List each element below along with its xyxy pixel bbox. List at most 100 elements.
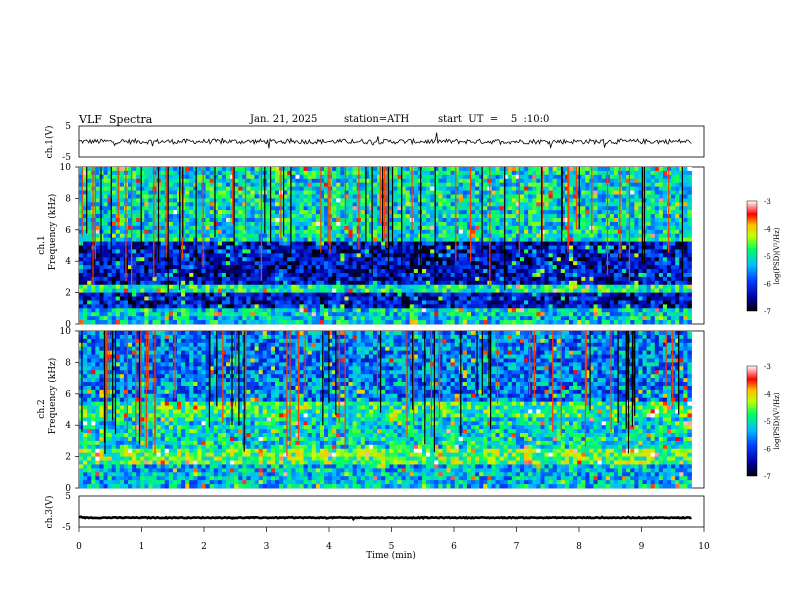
spectrogram-cell: [479, 225, 484, 231]
spectrogram-cell: [397, 225, 402, 231]
spectrogram-cell: [242, 257, 247, 262]
spectrogram-cell: [434, 272, 439, 278]
spectrogram-cell: [683, 178, 688, 184]
spectrogram-cell: [520, 202, 525, 207]
spectrogram-cell: [483, 218, 488, 223]
ch1-ytick-bottom: -5: [62, 153, 71, 163]
spectrogram-cell: [524, 241, 529, 246]
spectrogram-cell: [360, 225, 366, 231]
spectrogram-cell: [385, 284, 390, 290]
spectrogram-cell: [115, 296, 121, 301]
spectrogram-cell: [462, 257, 468, 262]
spectrogram-cell: [634, 167, 639, 172]
spectrogram-cell: [434, 292, 439, 297]
spectrogram-cell: [270, 178, 276, 184]
spectrogram-cell: [569, 167, 574, 172]
spectrogram-cell: [373, 221, 378, 227]
spectrogram-cell: [495, 202, 500, 207]
spectrogram-cell: [569, 190, 574, 195]
spectrogram-cell: [83, 249, 88, 254]
spectrogram-cell: [140, 296, 145, 301]
spectrogram-cell: [462, 253, 468, 258]
spectrogram-cell: [226, 292, 231, 297]
spectrogram-cell: [450, 170, 456, 176]
spectrogram-cell: [352, 265, 358, 270]
spectrogram-cell: [332, 194, 337, 199]
spectrogram-cell: [430, 170, 435, 176]
spectrogram-cell: [348, 229, 353, 235]
spectrogram-cell: [491, 178, 496, 184]
spectrogram-cell: [291, 225, 296, 231]
spectrogram-cell: [585, 229, 590, 235]
spectrogram-cell: [168, 241, 174, 246]
spectrogram-cell: [438, 210, 443, 215]
spectrogram-cell: [471, 198, 476, 203]
spectrogram-cell: [405, 249, 411, 254]
spectrogram-cell: [205, 265, 211, 270]
spectrogram-cell: [462, 167, 468, 172]
spectrogram-cell: [491, 194, 496, 199]
spectrogram-cell: [658, 229, 664, 235]
spectrogram-cell: [164, 233, 170, 239]
spectrogram-cell: [511, 186, 517, 191]
spectrogram-cell: [152, 288, 157, 294]
spectrogram-cell: [683, 261, 688, 266]
spectrogram-cell: [479, 233, 484, 239]
spectrogram-cell: [311, 229, 317, 235]
spectrogram-cell: [581, 284, 586, 290]
spectrogram-cell: [103, 237, 108, 242]
spectrogram-cell: [544, 272, 549, 278]
spectrogram-cell: [597, 182, 603, 188]
spectrogram-cell: [658, 214, 664, 219]
spectrogram-cell: [144, 194, 149, 199]
spectrogram-cell: [520, 206, 525, 211]
spectrogram-cell: [79, 206, 84, 211]
spectrogram-cell: [213, 276, 219, 282]
spectrogram-cell: [560, 272, 566, 278]
spectrogram-cell: [556, 272, 562, 278]
spectrogram-cell: [430, 237, 435, 242]
spectrogram-cell: [466, 170, 472, 176]
spectrogram-cell: [422, 202, 427, 207]
spectrogram-cell: [152, 253, 157, 258]
spectrogram-cell: [560, 253, 566, 258]
spectrogram-cell: [238, 253, 243, 258]
spectrogram-cell: [136, 253, 141, 258]
spectrogram-cell: [389, 198, 394, 203]
spectrogram-cell: [507, 229, 513, 235]
spectrogram-cell: [83, 178, 88, 184]
spectrogram-cell: [99, 229, 104, 235]
spectrogram-cell: [491, 210, 496, 215]
spectrogram-cell: [119, 276, 125, 282]
spectrogram-cell: [532, 241, 537, 246]
spectrogram-cell: [630, 190, 635, 195]
spectrogram-cell: [458, 245, 464, 250]
spectrogram-cell: [348, 202, 353, 207]
spectrogram-cell: [189, 225, 194, 231]
spectrogram-cell: [250, 218, 255, 223]
spectrogram-cell: [454, 241, 460, 246]
spectrogram-cell: [613, 253, 619, 258]
spectrogram-cell: [185, 182, 190, 188]
spectrogram-cell: [569, 257, 574, 262]
spectrogram-cell: [569, 225, 574, 231]
spectrogram-cell: [438, 265, 443, 270]
spectrogram-cell: [319, 229, 325, 235]
spectrogram-cell: [413, 214, 419, 219]
spectrogram-cell: [311, 194, 317, 199]
spectrogram-cell: [356, 272, 362, 278]
spectrogram-cell: [128, 225, 133, 231]
spectrogram-cell: [397, 280, 402, 286]
spectrogram-cell: [515, 241, 521, 246]
spectrogram-cell: [532, 280, 537, 286]
spectrogram-cell: [185, 249, 190, 254]
spectrogram-cell: [230, 249, 235, 254]
spectrogram-cell: [152, 174, 157, 180]
spectrogram-cell: [181, 284, 186, 290]
spectrogram-cell: [119, 182, 125, 188]
spectrogram-cell: [569, 280, 574, 286]
spectrogram-cell: [287, 174, 292, 180]
spectrogram-cell: [328, 265, 333, 270]
spectrogram-cell: [132, 269, 137, 274]
spectrogram-cell: [601, 218, 607, 223]
